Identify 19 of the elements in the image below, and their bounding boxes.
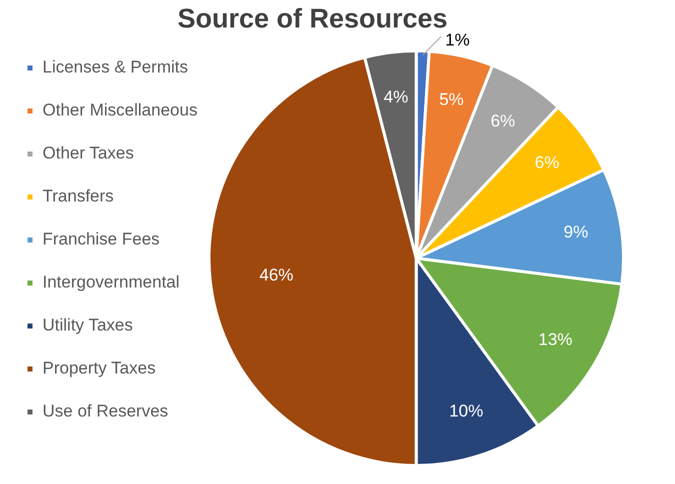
data-label: 9% [564,222,588,242]
legend-label: Other Miscellaneous [42,100,198,120]
legend-label: Transfers [42,186,114,206]
data-label: 6% [490,111,516,130]
data-label: 5% [439,90,464,110]
data-label: 1% [445,30,470,50]
legend-label: Intergovernmental [42,272,180,292]
legend-label: Property Taxes [42,358,156,378]
data-label: 13% [538,330,572,350]
legend-label: Franchise Fees [42,230,160,249]
data-label: 4% [384,87,408,106]
data-label: 6% [534,152,560,172]
legend-label: Other Taxes [42,144,134,163]
legend-label: Use of Reserves [42,402,168,421]
chart-title: Source of Resources [177,4,448,34]
data-label: 10% [449,402,484,421]
legend-label: Licenses & Permits [42,58,188,77]
legend-label: Utility Taxes [42,316,133,335]
data-label: 46% [259,266,294,285]
